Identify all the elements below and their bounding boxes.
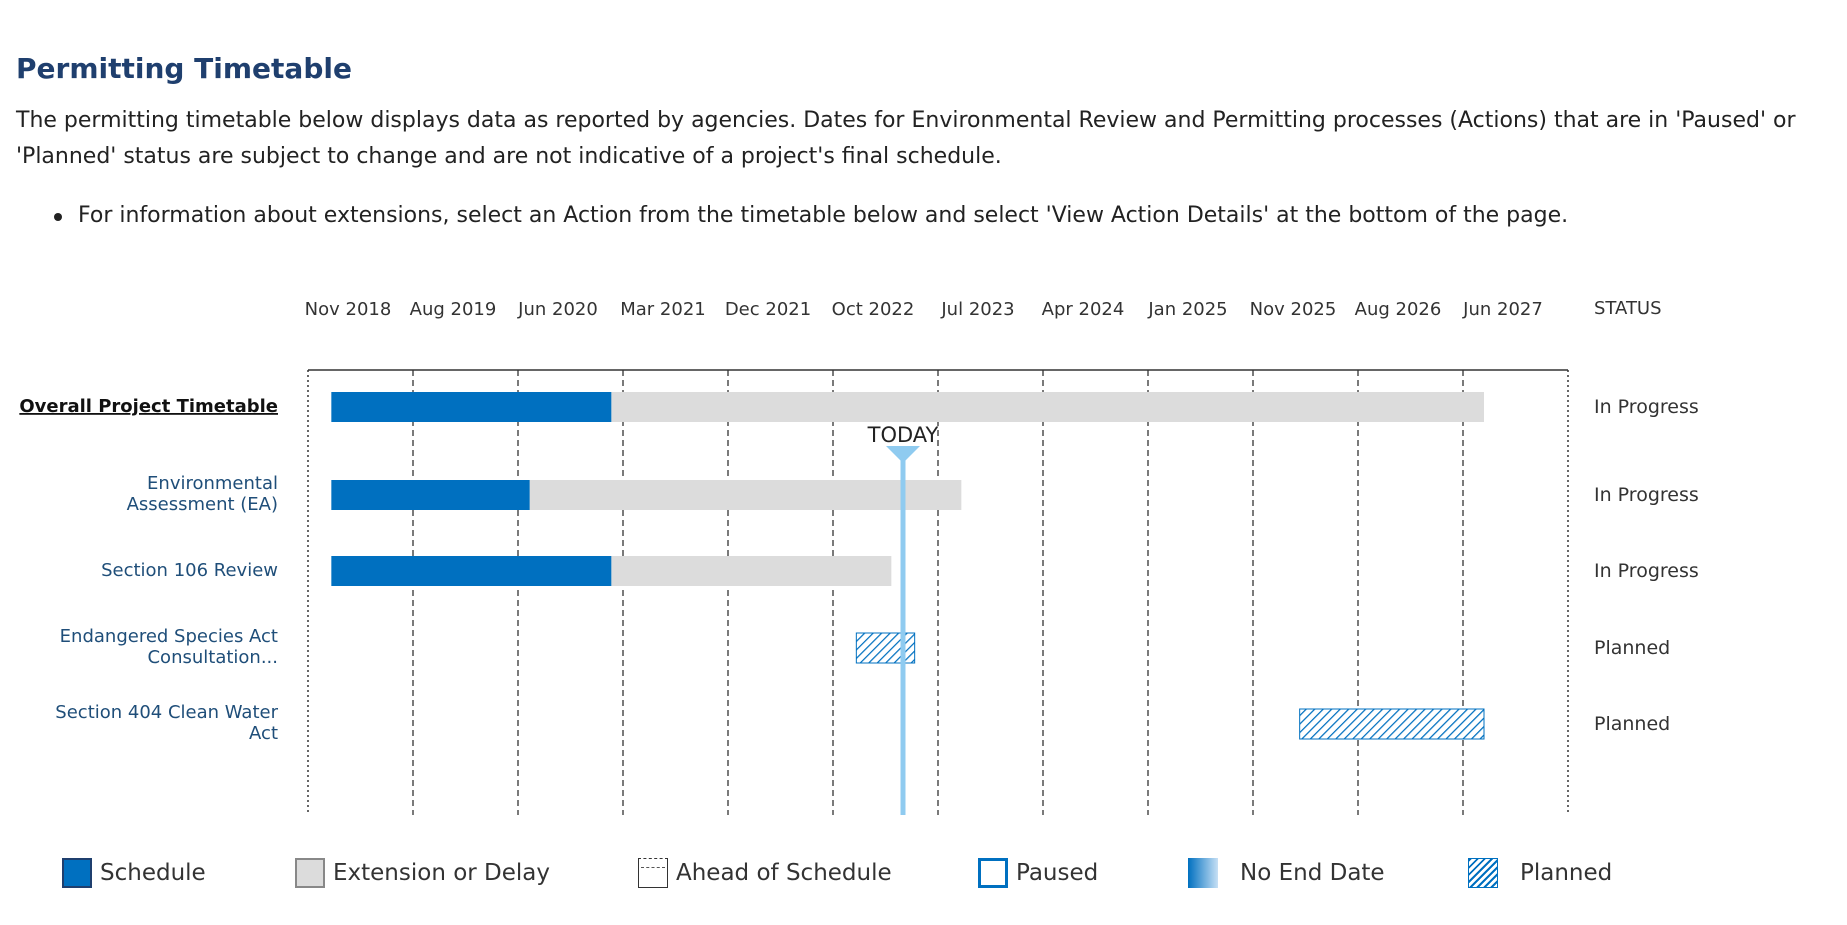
row-status: In Progress xyxy=(1594,560,1699,582)
x-tick-label: Jun 2020 xyxy=(517,299,598,320)
extension-bar xyxy=(529,480,962,510)
legend-schedule: Schedule xyxy=(62,858,206,888)
legend-no-end-date: No End Date xyxy=(1188,858,1385,888)
row-status: Planned xyxy=(1594,637,1670,659)
legend-label: Paused xyxy=(1016,860,1099,886)
legend-label: Planned xyxy=(1520,860,1613,886)
info-list: For information about extensions, select… xyxy=(52,200,1832,232)
x-tick-label: Dec 2021 xyxy=(725,299,811,320)
x-tick-label: Aug 2026 xyxy=(1355,299,1442,320)
legend-extension: Extension or Delay xyxy=(295,858,550,888)
today-marker-icon xyxy=(886,446,920,463)
x-tick-label: Jan 2025 xyxy=(1147,299,1227,320)
row-label: Environmental Assessment (EA) xyxy=(127,473,278,515)
x-tick-label: Jul 2023 xyxy=(940,299,1014,320)
x-tick-label: Apr 2024 xyxy=(1042,299,1125,320)
chart-legend: Schedule Extension or Delay Ahead of Sch… xyxy=(0,858,1847,908)
planned-bar xyxy=(855,632,916,664)
page-title: Permitting Timetable xyxy=(16,52,352,85)
ahead-swatch xyxy=(638,858,668,888)
x-tick-label: Oct 2022 xyxy=(832,299,915,320)
permitting-gantt-chart: Nov 2018 Aug 2019 Jun 2020 Mar 2021 Dec 2021… xyxy=(19,298,1699,815)
row-label: Endangered Species Act Consultation... xyxy=(60,626,278,668)
legend-label: Schedule xyxy=(100,860,206,886)
today-label: TODAY xyxy=(867,423,939,447)
status-header: STATUS xyxy=(1594,298,1662,319)
x-tick-label: Nov 2018 xyxy=(305,299,392,320)
legend-label: Ahead of Schedule xyxy=(676,860,892,886)
row-status: Planned xyxy=(1594,713,1670,735)
x-tick-label: Nov 2025 xyxy=(1250,299,1337,320)
intro-text: The permitting timetable below displays … xyxy=(16,108,1796,169)
planned-bar xyxy=(1299,708,1485,740)
schedule-swatch xyxy=(62,858,92,888)
extension-swatch xyxy=(295,858,325,888)
legend-ahead: Ahead of Schedule xyxy=(638,858,892,888)
row-label: Section 404 Clean Water Act xyxy=(55,702,278,744)
row-label: Overall Project Timetable xyxy=(19,396,278,417)
no-end-date-swatch xyxy=(1188,858,1218,888)
schedule-bar xyxy=(331,480,530,510)
legend-label: No End Date xyxy=(1240,860,1385,886)
legend-paused: Paused xyxy=(978,858,1098,888)
row-status: In Progress xyxy=(1594,396,1699,418)
paused-swatch xyxy=(978,858,1008,888)
legend-planned: Planned xyxy=(1468,858,1612,888)
x-tick-label: Aug 2019 xyxy=(410,299,497,320)
schedule-bar xyxy=(331,556,612,586)
extension-bar xyxy=(611,556,892,586)
legend-label: Extension or Delay xyxy=(333,860,551,886)
x-tick-label: Mar 2021 xyxy=(620,299,706,320)
row-status: In Progress xyxy=(1594,484,1699,506)
extension-bar xyxy=(611,392,1484,422)
schedule-bar xyxy=(331,392,612,422)
extensions-note: For information about extensions, select… xyxy=(52,200,1832,232)
planned-swatch xyxy=(1468,858,1498,888)
row-label: Section 106 Review xyxy=(101,560,278,581)
x-tick-label: Jun 2027 xyxy=(1462,299,1543,320)
